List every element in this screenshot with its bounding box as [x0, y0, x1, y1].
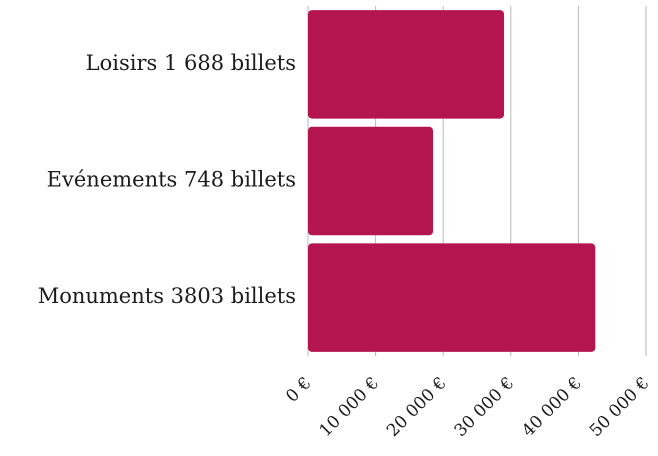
category-label: Monuments 3803 billets: [38, 284, 296, 308]
x-tick-label: 20 000 €: [383, 373, 451, 441]
x-tick-label: 40 000 €: [518, 373, 586, 441]
bar-1: [308, 10, 505, 119]
bar-3: [308, 243, 596, 352]
bar-2: [308, 126, 434, 236]
x-tick-label: 0 €: [282, 373, 315, 406]
bars: [308, 10, 596, 352]
x-tick-label: 10 000 €: [315, 373, 383, 441]
category-labels: Loisirs 1 688 billets Evénements 748 bill…: [38, 51, 296, 308]
category-label: Loisirs 1 688 billets: [86, 51, 296, 75]
x-tick-label: 30 000 €: [451, 373, 519, 441]
x-axis-tick-labels: 0 €10 000 €20 000 €30 000 €40 000 €50 00…: [282, 373, 653, 441]
x-tick-label: 50 000 €: [586, 373, 654, 441]
category-label: Evénements 748 billets: [47, 168, 296, 192]
